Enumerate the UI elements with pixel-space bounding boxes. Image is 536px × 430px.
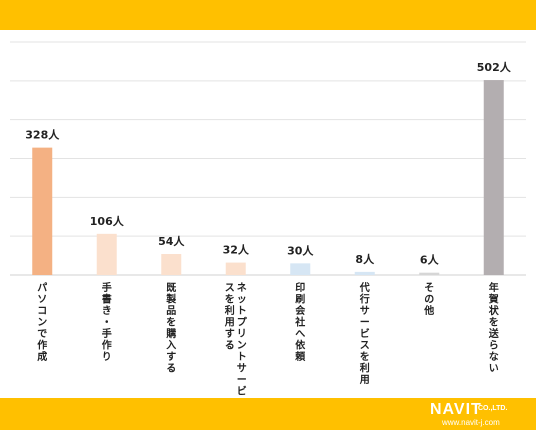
value-label-0: 328人 [25, 128, 60, 142]
value-label-3: 32人 [223, 243, 250, 257]
category-label-7: 年賀状を送らない [488, 281, 500, 375]
bars [32, 80, 504, 275]
bar-6 [419, 272, 440, 275]
gridlines [10, 41, 526, 276]
category-label-5: 代行サービスを利用 [359, 281, 370, 386]
category-label-6: その他 [423, 282, 434, 317]
category-label-4: 印刷会社へ依頼 [294, 282, 306, 363]
bottom-banner [0, 398, 536, 430]
bar-1 [96, 233, 117, 275]
value-label-6: 6人 [420, 253, 440, 267]
value-label-4: 30人 [287, 243, 314, 257]
bar-4 [290, 263, 311, 275]
value-label-7: 502人 [477, 60, 512, 74]
logo-text: NAVIT [430, 401, 482, 418]
logo-subtext: CO.,LTD. [478, 405, 508, 412]
category-label-0: パソコンで作成 [37, 282, 47, 363]
bar-chart: 328人 106人 54人 32人 30人 8人 6人 502人 パソコンで作成 手書き・手作り… [10, 41, 526, 398]
value-label-1: 106人 [90, 214, 125, 228]
value-label-5: 8人 [355, 252, 375, 266]
bar-0 [32, 147, 53, 275]
category-label-1: 手書き・手作り [102, 281, 112, 363]
value-labels: 328人 106人 54人 32人 30人 8人 6人 502人 [25, 60, 511, 267]
navit-logo: NAVIT CO.,LTD. www.navit-j.com [430, 401, 526, 427]
bar-2 [161, 254, 182, 275]
bar-5 [354, 271, 375, 275]
bar-7 [483, 80, 504, 275]
category-label-3: ネットプリントサービスを利用する [224, 282, 248, 398]
bar-3 [225, 262, 246, 275]
category-labels: パソコンで作成 手書き・手作り 既製品を購入する ネットプリントサービスを利用する 印刷… [37, 281, 500, 398]
logo-url: www.navit-j.com [442, 418, 500, 427]
category-label-2: 既製品を購入する [165, 282, 176, 375]
top-banner [0, 0, 536, 30]
value-label-2: 54人 [158, 234, 185, 248]
